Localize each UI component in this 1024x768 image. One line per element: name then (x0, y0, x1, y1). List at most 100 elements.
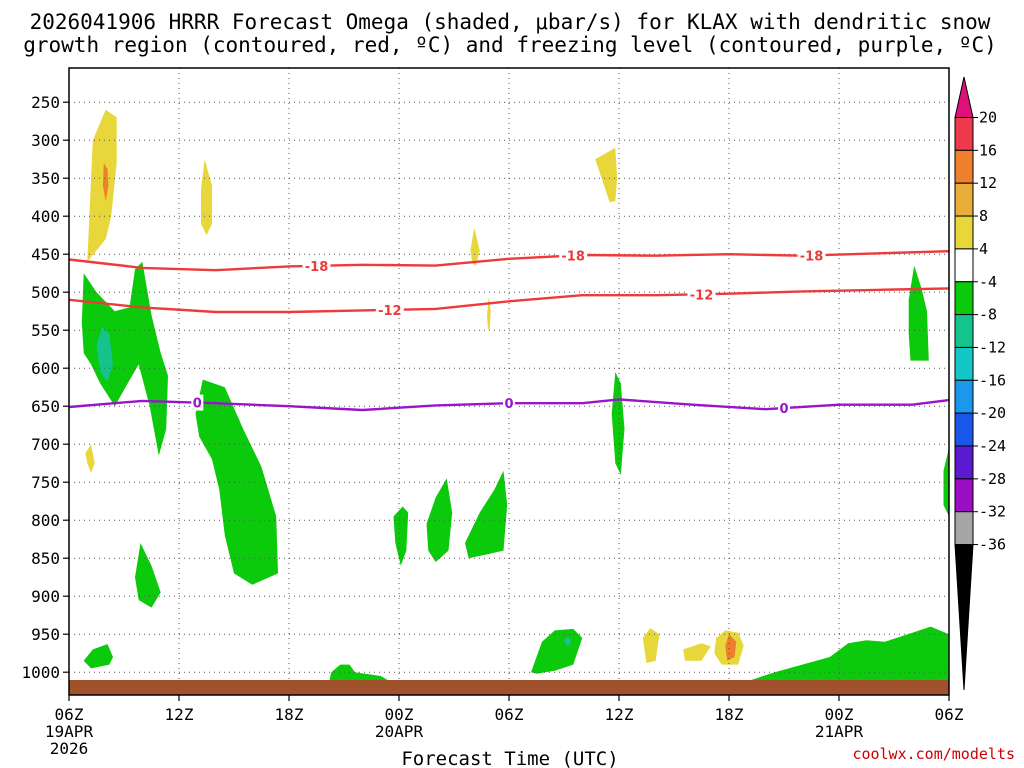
contour-label-bg--12-0 (375, 301, 404, 318)
colorbar-label-9: -20 (979, 404, 1006, 422)
omega-region-green-0500-low (465, 470, 508, 559)
omega-region-orange-1800-low (725, 634, 737, 661)
colorbar-swatch-10 (954, 445, 974, 480)
omega-colorbar: 20 16 12 8 4 -4 -8 -12 -16 -20 -24 -28 -32 -36 (954, 76, 1006, 691)
omega-region-green-0000-low (393, 506, 409, 566)
contour-label--18-2: -18 (800, 249, 824, 264)
x-tick-label-42: 00Z (825, 705, 854, 724)
y-tick-label-250: 250 (31, 93, 60, 112)
y-tick-label-350: 350 (31, 169, 60, 188)
chart-title-line-2: growth region (contoured, red, ºC) and f… (23, 33, 997, 57)
y-tick-label-400: 400 (31, 207, 60, 226)
colorbar-label-13: -36 (979, 536, 1006, 554)
y-tick-label-300: 300 (31, 131, 60, 150)
omega-region-green-0000-sfc (747, 626, 949, 682)
colorbar-swatch-11 (954, 478, 974, 513)
omega-region-yellow-1600-low (683, 643, 711, 661)
contour-label--12-0: -12 (378, 304, 402, 319)
omega-region-teal-0800-sfc (564, 636, 572, 648)
colorbar-label-1: 16 (979, 141, 997, 159)
contour-label-bg--18-0 (302, 257, 331, 274)
credit-link[interactable]: coolwx.com/modelts (852, 745, 1015, 763)
omega-region-green-1000-low (135, 543, 161, 608)
omega-region-green-0600-low (943, 448, 949, 517)
contour-label--12-1: -12 (690, 288, 714, 303)
omega-region-green-1200-mid (611, 372, 625, 475)
y-tick-label-550: 550 (31, 321, 60, 340)
contour-label-bg-0-1 (503, 395, 515, 412)
contour-label-0-0: 0 (193, 397, 202, 412)
contour-label-bg--12-1 (687, 286, 716, 303)
plot-area: -18 -18 -18 -12 -12 0 0 0 (68, 67, 950, 696)
x-tick-date-0: 19APR (45, 722, 94, 741)
colorbar-swatch-7 (954, 346, 974, 381)
colorbar-top-arrow (954, 76, 974, 118)
x-tick-date-42: 21APR (815, 722, 864, 741)
x-axis-label: Forecast Time (UTC) (401, 748, 618, 768)
y-tick-label-650: 650 (31, 397, 60, 416)
omega-region-green-0700-sfc (83, 644, 113, 669)
x-tick-label-18: 00Z (385, 705, 414, 724)
contour-label-0-1: 0 (504, 397, 513, 412)
x-tick-label-12: 18Z (275, 705, 304, 724)
contour-line--12 (68, 287, 950, 314)
x-tick-year-0: 2026 (50, 739, 89, 758)
contour-label-bg--18-2 (797, 247, 826, 264)
contour-line-0 (68, 398, 950, 412)
colorbar-label-6: -8 (979, 306, 997, 324)
colorbar-swatch-4 (954, 248, 974, 283)
plot-background (69, 68, 949, 695)
omega-region-yellow-0430-mid (470, 227, 480, 266)
contour-layer: -18 -18 -18 -12 -12 0 0 0 (68, 247, 950, 417)
omega-region-yellow-0830-upper (87, 109, 117, 262)
omega-region-yellow-1200-upper (595, 147, 618, 203)
y-tick-label-950: 950 (31, 625, 60, 644)
contour-label-bg--18-1 (559, 247, 588, 264)
colorbar-bottom-arrow (954, 544, 974, 691)
x-tick-label-36: 18Z (715, 705, 744, 724)
contour-label-bg-0-0 (191, 394, 204, 411)
colorbar-label-8: -16 (979, 371, 1006, 389)
omega-region-orange-0830-core (102, 163, 109, 201)
colorbar-swatch-0 (954, 117, 974, 151)
x-tick-label-30: 12Z (605, 705, 634, 724)
colorbar-swatch-12 (954, 511, 974, 546)
colorbar-swatch-2 (954, 182, 974, 217)
omega-region-teal-0800-core (96, 326, 113, 382)
y-tick-label-500: 500 (31, 283, 60, 302)
omega-region-green-0700-midlevel (81, 261, 168, 456)
x-tick-label-0: 06Z (55, 705, 84, 724)
contour-label--18-0: -18 (305, 260, 329, 275)
contour-label-0-2: 0 (779, 402, 788, 417)
colorbar-swatch-3 (954, 215, 974, 250)
colorbar-label-11: -28 (979, 470, 1006, 488)
colorbar-swatch-9 (954, 412, 974, 447)
y-axis: 250 300 350 400 450 500 550 600 650 700 750 800 850 9… (21, 93, 69, 682)
colorbar-swatch-5 (954, 281, 974, 316)
x-tick-label-24: 06Z (495, 705, 524, 724)
colorbar-label-3: 8 (979, 207, 988, 225)
y-tick-label-850: 850 (31, 549, 60, 568)
x-tick-date-18: 20APR (375, 722, 424, 741)
y-tick-label-900: 900 (31, 587, 60, 606)
omega-region-yellow-0530-mid (487, 296, 491, 331)
colorbar-label-2: 12 (979, 174, 997, 192)
omega-region-yellow-1400-low (642, 628, 660, 664)
chart-title-line-1: 2026041906 HRRR Forecast Omega (shaded, … (30, 10, 991, 34)
x-tick-label-6: 12Z (165, 705, 194, 724)
x-tick-label-48: 06Z (935, 705, 964, 724)
omega-region-green-1400-lowmid (195, 379, 278, 585)
colorbar-label-4: 4 (979, 240, 988, 258)
y-tick-label-1000: 1000 (21, 663, 60, 682)
colorbar-label-0: 20 (979, 109, 997, 127)
y-tick-label-450: 450 (31, 245, 60, 264)
y-tick-label-700: 700 (31, 435, 60, 454)
colorbar-label-10: -24 (979, 437, 1006, 455)
colorbar-swatch-1 (954, 149, 974, 184)
contour-label-bg-0-2 (778, 400, 790, 417)
colorbar-swatch-6 (954, 314, 974, 348)
y-tick-label-800: 800 (31, 511, 60, 530)
y-tick-label-750: 750 (31, 473, 60, 492)
